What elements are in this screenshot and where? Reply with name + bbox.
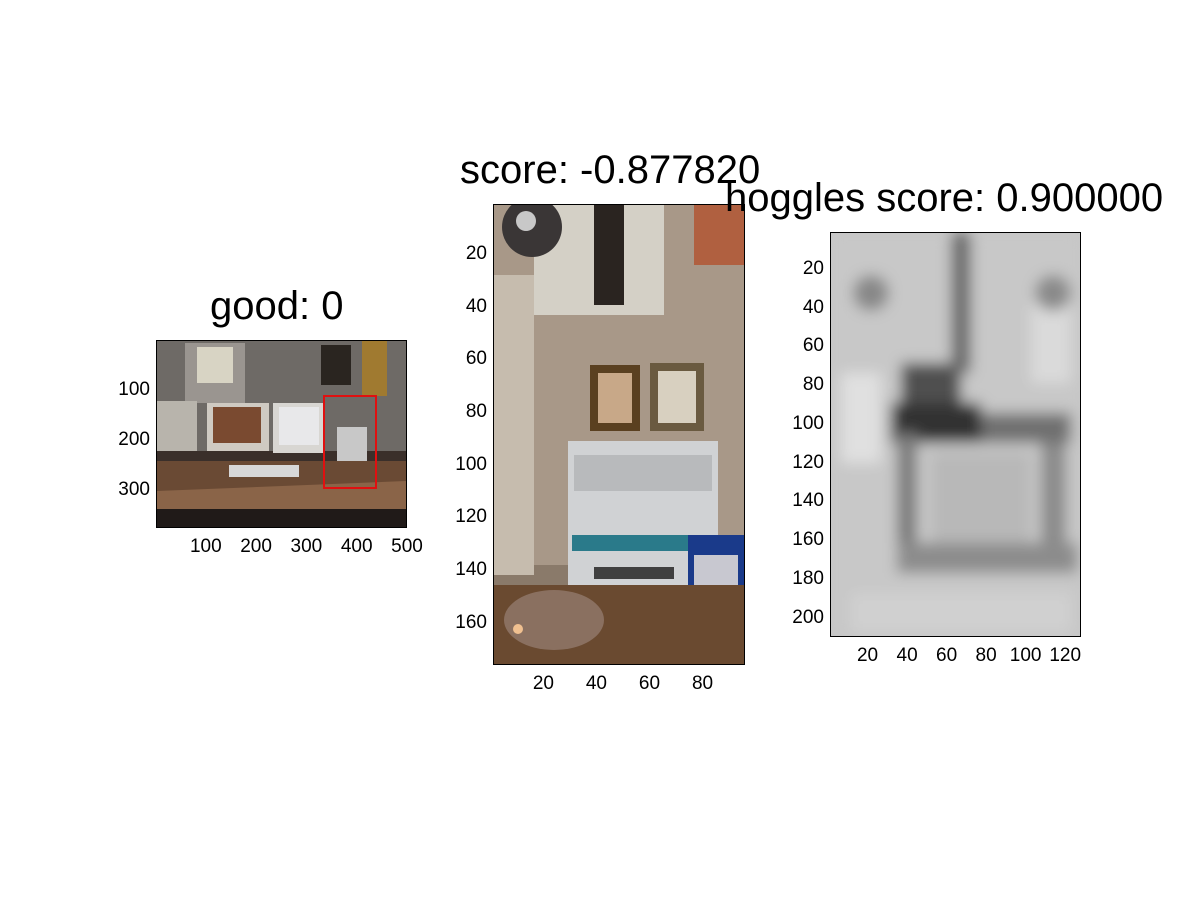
x-tick-label: 80	[691, 673, 714, 694]
y-tick-label: 160	[792, 529, 824, 551]
y-tick-label: 100	[118, 378, 150, 400]
y-tick-label: 20	[802, 257, 824, 279]
x-tick-label: 200	[240, 536, 272, 557]
panel3-title: hoggles score: 0.900000	[725, 176, 1164, 220]
y-tick-label: 80	[465, 401, 487, 423]
x-tick-label: 400	[340, 536, 373, 557]
y-tick-label: 40	[802, 296, 824, 318]
y-tick-label: 140	[455, 559, 487, 581]
x-tick-label: 40	[896, 645, 918, 666]
x-tick-label: 500	[391, 536, 423, 557]
scene-image-axes	[156, 340, 407, 528]
x-tick-label: 300	[290, 536, 323, 557]
y-tick-label: 200	[792, 606, 824, 628]
x-tick-label: 60	[638, 673, 661, 694]
y-tick-label: 140	[792, 490, 824, 512]
x-tick-label: 80	[975, 645, 997, 666]
y-tick-label: 60	[465, 348, 487, 370]
y-tick-label: 200	[118, 429, 150, 451]
y-tick-label: 300	[118, 479, 150, 501]
x-tick-label: 100	[189, 536, 222, 557]
y-tick-label: 100	[792, 412, 824, 434]
y-tick-label: 20	[465, 243, 487, 265]
y-tick-label: 160	[455, 611, 487, 633]
panel1-title: good: 0	[210, 284, 344, 328]
x-tick-label: 20	[856, 645, 879, 666]
x-tick-label: 60	[936, 645, 958, 666]
y-tick-label: 120	[792, 451, 824, 473]
x-tick-label: 120	[1049, 645, 1082, 666]
hoggles-heatmap	[831, 233, 1080, 636]
x-tick-label: 20	[532, 673, 554, 694]
x-tick-label: 40	[585, 673, 607, 694]
y-tick-label: 40	[465, 295, 487, 317]
detection-box	[323, 395, 377, 489]
panel2-title: score: -0.877820	[460, 148, 761, 192]
y-tick-label: 80	[802, 374, 824, 396]
crop-image-axes	[493, 204, 745, 665]
hoggles-heatmap-axes	[830, 232, 1081, 637]
y-tick-label: 60	[802, 335, 824, 357]
y-tick-label: 100	[455, 453, 487, 475]
y-tick-label: 180	[792, 567, 824, 589]
crop-image	[494, 205, 744, 664]
y-tick-label: 120	[455, 506, 487, 528]
x-tick-label: 100	[1009, 645, 1042, 666]
